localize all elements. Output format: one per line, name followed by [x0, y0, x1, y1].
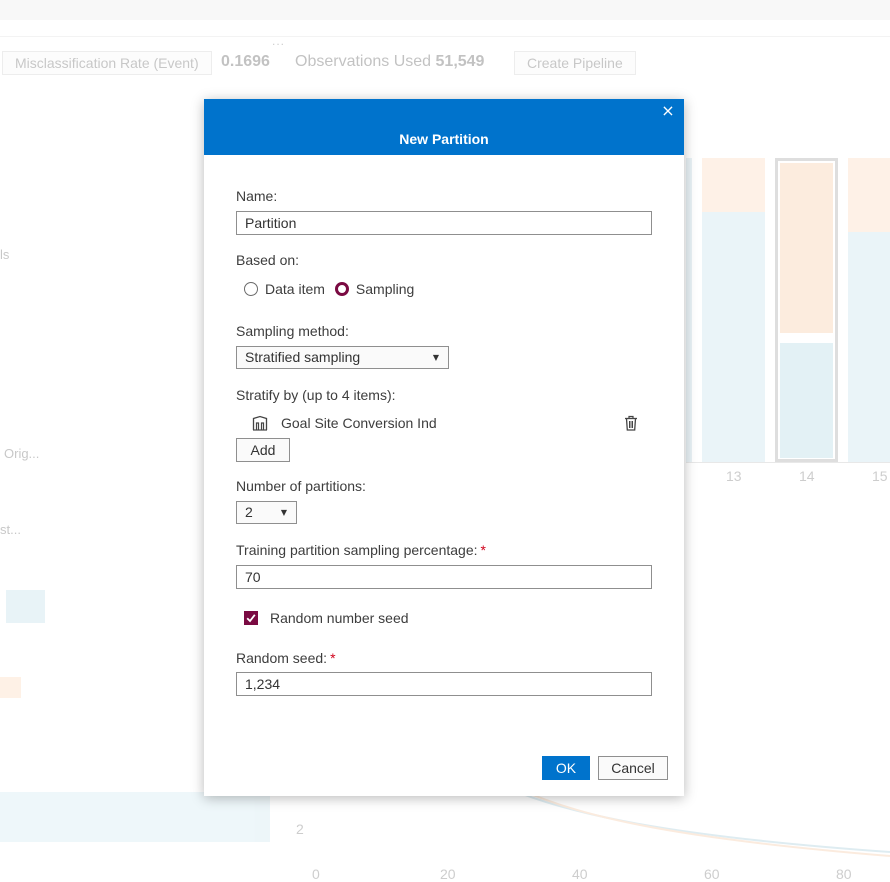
background-x-tick: 0 — [312, 866, 320, 882]
radio-checked-icon — [334, 282, 349, 296]
random-seed-label: Random seed: * — [236, 650, 336, 666]
background-misclassification-button: Misclassification Rate (Event) — [2, 51, 212, 75]
stratify-list-item[interactable]: Goal Site Conversion Ind — [252, 412, 638, 434]
radio-label: Sampling — [355, 281, 415, 297]
sampling-method-select[interactable]: Stratified sampling ▼ — [236, 346, 449, 369]
based-on-label: Based on: — [236, 252, 300, 268]
dialog-header: New Partition × — [204, 99, 684, 155]
background-x-tick: 20 — [440, 866, 456, 882]
background-bar — [848, 158, 890, 232]
background-block — [0, 677, 21, 698]
background-bar — [686, 158, 692, 462]
training-percentage-label: Training partition sampling percentage: * — [236, 542, 486, 558]
background-metric-value: 0.1696 — [221, 53, 270, 70]
checkbox-label: Random number seed — [270, 610, 409, 626]
background-side-text: ls — [0, 247, 10, 262]
add-button[interactable]: Add — [236, 438, 290, 462]
background-block — [6, 590, 45, 623]
background-create-pipeline-button: Create Pipeline — [514, 51, 636, 75]
background-bar — [702, 212, 765, 462]
radio-label: Data item — [265, 281, 325, 297]
name-label: Name: — [236, 188, 278, 204]
number-of-partitions-label: Number of partitions: — [236, 478, 366, 494]
background-bar — [848, 232, 890, 462]
background-overflow-dots: ... — [272, 34, 286, 48]
background-bar-selected — [775, 158, 838, 462]
number-of-partitions-value: 2 — [245, 504, 253, 520]
background-axis-line — [686, 462, 890, 463]
required-marker: * — [480, 542, 486, 558]
stratify-by-label: Stratify by (up to 4 items): — [236, 387, 396, 403]
background-x-tick: 80 — [836, 866, 852, 882]
based-on-radio-group: Data item Sampling — [244, 279, 424, 299]
dropdown-caret-icon: ▼ — [280, 508, 287, 517]
background-axis-tick: 14 — [799, 468, 815, 484]
dialog-title: New Partition — [399, 131, 489, 147]
checkbox-checked-icon — [244, 611, 258, 625]
background-x-tick: 40 — [572, 866, 588, 882]
background-bar — [702, 158, 765, 212]
background-bar — [780, 343, 833, 458]
trash-icon[interactable] — [624, 415, 638, 431]
background-block — [0, 792, 270, 842]
number-of-partitions-select[interactable]: 2 ▼ — [236, 501, 297, 524]
background-bar — [780, 163, 833, 333]
radio-sampling[interactable]: Sampling — [334, 281, 415, 297]
random-number-seed-checkbox[interactable]: Random number seed — [244, 610, 409, 626]
sampling-method-label: Sampling method: — [236, 323, 349, 339]
background-y-tick: 2 — [296, 821, 304, 837]
cancel-button[interactable]: Cancel — [598, 756, 668, 780]
new-partition-dialog: New Partition × Name: Based on: Data ite… — [204, 99, 684, 796]
dropdown-caret-icon: ▼ — [432, 353, 439, 362]
category-variable-icon — [252, 415, 268, 431]
background-side-text: st... — [0, 522, 21, 537]
sampling-method-value: Stratified sampling — [245, 349, 361, 365]
background-side-text: Orig... — [4, 446, 40, 461]
training-percentage-input[interactable] — [236, 565, 652, 589]
background-top-bar — [0, 0, 890, 20]
background-x-tick: 60 — [704, 866, 720, 882]
background-axis-tick: 13 — [726, 468, 742, 484]
background-axis-tick: 15 — [872, 468, 888, 484]
name-input[interactable] — [236, 211, 652, 235]
required-marker: * — [330, 650, 336, 666]
background-divider — [0, 36, 890, 37]
close-icon[interactable]: × — [661, 101, 675, 120]
random-seed-input[interactable] — [236, 672, 652, 696]
radio-unchecked-icon — [244, 282, 258, 296]
background-observations: Observations Used 51,549 — [295, 53, 485, 70]
stratify-item-name: Goal Site Conversion Ind — [281, 415, 437, 431]
radio-data-item[interactable]: Data item — [244, 281, 325, 297]
ok-button[interactable]: OK — [542, 756, 590, 780]
